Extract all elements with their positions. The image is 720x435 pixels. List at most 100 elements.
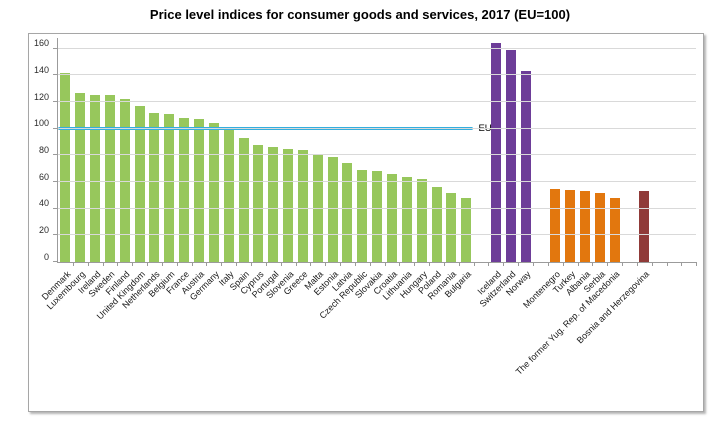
bar-slot-belgium: Belgium <box>146 38 178 299</box>
bar-serbia <box>594 192 605 262</box>
bar-spain <box>238 138 249 262</box>
x-axis-tick <box>236 262 238 266</box>
bar-slot-montenegro: Montenegro <box>521 38 564 310</box>
bar-latvia <box>342 163 353 262</box>
bar-finland <box>119 99 130 262</box>
x-axis-tick <box>488 262 490 266</box>
bar-slot-finland: Finland <box>104 38 134 297</box>
bar-netherlands <box>149 112 160 262</box>
y-axis-label-120: 120 <box>33 91 49 102</box>
gridline-100 <box>58 127 696 129</box>
bar-austria <box>194 119 205 262</box>
x-axis-tick <box>518 262 520 266</box>
y-axis-label-80: 80 <box>38 144 49 155</box>
bar-luxembourg <box>75 92 86 262</box>
bar-slot-hungary: Hungary <box>398 38 431 300</box>
x-axis-tick <box>533 262 534 266</box>
empty-slot <box>622 38 638 266</box>
x-axis-tick <box>280 262 282 266</box>
bar-ireland <box>90 95 101 262</box>
bar-slot-germany: Germany <box>188 38 223 302</box>
x-axis-tick <box>147 262 149 266</box>
x-axis-tick <box>310 262 312 266</box>
empty-slot <box>652 38 668 266</box>
bar-denmark <box>60 72 71 262</box>
bar-france <box>179 118 190 262</box>
empty-slot <box>474 38 490 266</box>
bar-slot-greece: Greece <box>282 38 312 297</box>
bar-portugal <box>268 147 279 262</box>
x-axis-tick <box>132 262 134 266</box>
gridline-60 <box>58 181 696 182</box>
y-axis-tick-160 <box>53 47 58 49</box>
y-axis-tick-40 <box>53 207 58 209</box>
plot-area: Denmark Luxembourg Ireland Sweden Finland Uni… <box>34 38 698 377</box>
x-axis-tick <box>681 262 683 266</box>
bar-slot-iceland: Iceland <box>475 38 505 297</box>
gridline-40 <box>58 207 696 209</box>
bar-slot-denmark: Denmark <box>40 38 74 302</box>
bar-norway <box>520 71 531 262</box>
y-axis-tick-100 <box>53 127 58 129</box>
bar-slot-romania: Romania <box>426 38 460 302</box>
gridline-140 <box>58 74 696 76</box>
x-axis-tick <box>295 262 297 266</box>
bar-bosnia-and-herzegovina <box>639 191 650 262</box>
bar-switzerland <box>505 50 516 262</box>
bar-germany <box>208 123 219 262</box>
x-axis-tick <box>651 262 653 266</box>
bar-slovakia <box>372 171 383 262</box>
y-axis-label-140: 140 <box>33 64 49 75</box>
x-axis-tick <box>696 262 698 266</box>
bar-slot-albania: Albania <box>564 38 594 297</box>
bar-slot-france: France <box>164 38 193 296</box>
bar-italy <box>223 127 234 262</box>
bar-slot-malta: Malta <box>302 38 327 292</box>
empty-slot <box>533 38 549 266</box>
bar-slot-switzerland: Switzerland <box>478 38 520 309</box>
x-axis-tick <box>666 262 668 266</box>
x-axis-tick <box>221 262 223 266</box>
bar-slot-sweden: Sweden <box>87 38 119 299</box>
x-axis-tick <box>191 262 193 266</box>
x-axis-tick <box>161 262 163 266</box>
bar-bulgaria <box>461 198 472 262</box>
bar-romania <box>446 192 457 262</box>
x-axis-tick <box>607 262 609 266</box>
y-axis-label-100: 100 <box>33 118 49 129</box>
y-axis-label-20: 20 <box>38 224 49 235</box>
bar-turkey <box>565 190 576 262</box>
bar-slot-croatia: Croatia <box>371 38 401 297</box>
y-axis-tick-140 <box>53 74 58 76</box>
bar-lithuania <box>401 176 412 262</box>
chart-area: Denmark Luxembourg Ireland Sweden Finland Uni… <box>28 33 704 412</box>
bar-iceland <box>490 43 501 262</box>
bar-slots-container: Denmark Luxembourg Ireland Sweden Finland Uni… <box>40 38 698 377</box>
bar-slot-norway: Norway <box>504 38 534 298</box>
y-axis-label-160: 160 <box>33 38 49 49</box>
empty-slot <box>667 38 683 266</box>
bar-the-former-yug-rep-of-macedonia <box>609 198 620 262</box>
x-axis-tick <box>414 262 416 266</box>
bar-slot-slovenia: Slovenia <box>264 38 297 300</box>
bar-slot-italy: Italy <box>217 38 238 288</box>
bar-estonia <box>327 156 338 262</box>
gridline-120 <box>58 101 696 102</box>
bar-united-kingdom <box>134 106 145 262</box>
x-axis-tick <box>325 262 327 266</box>
x-axis-tick <box>429 262 431 266</box>
x-axis-tick <box>87 262 89 266</box>
x-axis-tick <box>577 262 579 266</box>
y-axis-tick-120 <box>53 101 58 102</box>
bar-slovenia <box>283 148 294 262</box>
x-axis-tick <box>117 262 119 266</box>
bar-slot-bosnia-and-herzegovina: Bosnia and Herzegovina <box>575 38 653 345</box>
bar-slot-united-kingdom: United Kingdom <box>94 38 149 321</box>
bar-slot-portugal: Portugal <box>250 38 282 300</box>
bar-slot-spain: Spain <box>227 38 252 292</box>
bar-greece <box>297 150 308 262</box>
chart-title: Price level indices for consumer goods a… <box>149 7 571 22</box>
gridline-20 <box>58 234 696 236</box>
bar-cyprus <box>253 144 264 262</box>
x-axis-tick <box>547 262 549 266</box>
